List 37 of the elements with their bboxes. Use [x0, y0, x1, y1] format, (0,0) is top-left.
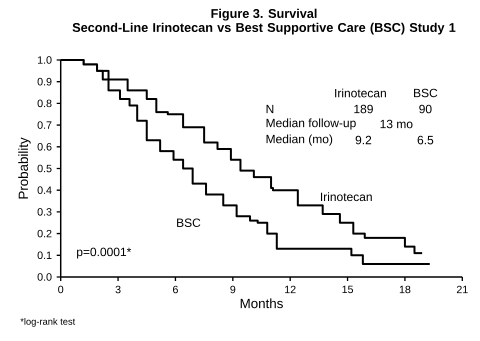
x-tick-label: 0: [58, 286, 64, 294]
text: *log-rank test: [20, 318, 76, 327]
chart-subtitle: Second-Line Irinotecan vs Best Supportive Care (BSC) Study 1: [72, 22, 456, 35]
annotation: N: [266, 104, 274, 114]
annotation: Irinotecan: [335, 88, 386, 98]
annotation: 90: [419, 104, 432, 114]
text: BSC: [177, 218, 200, 227]
annotation: p=0.0001*: [77, 248, 132, 259]
annotation: Median (mo): [266, 134, 332, 146]
x-tick-label: 15: [342, 286, 354, 294]
y-axis-title: Probability: [18, 137, 31, 199]
annotation: 6.5: [418, 136, 434, 144]
y-tick-label: 0.7: [38, 121, 52, 129]
x-axis-title: Months: [240, 298, 283, 308]
series-label: Irinotecan: [320, 192, 372, 202]
annotation: 13 mo: [380, 120, 412, 128]
y-tick-label: 0.6: [38, 143, 52, 151]
y-tick-label: 0.9: [38, 78, 52, 86]
annotation: 189: [354, 104, 373, 114]
annotation: BSC: [414, 88, 438, 98]
y-tick-label: 1.0: [38, 56, 52, 64]
y-tick-label: 0.2: [38, 230, 52, 238]
chart-title: Figure 3. Survival: [211, 8, 316, 21]
y-tick-label: 0.0: [38, 273, 52, 281]
y-tick-label: 0.3: [38, 208, 52, 216]
y-tick-label: 0.5: [38, 164, 52, 172]
y-tick-label: 0.8: [38, 100, 52, 108]
annotation: 9.2: [356, 136, 372, 144]
annotation: Median follow-up: [266, 118, 356, 130]
x-tick-label: 3: [116, 286, 121, 294]
x-tick-label: 6: [173, 286, 178, 294]
y-tick-label: 0.4: [38, 186, 52, 194]
x-tick-label: 9: [230, 286, 236, 294]
x-tick-label: 12: [285, 286, 296, 294]
y-tick-label: 0.1: [38, 252, 52, 260]
x-tick-label: 21: [456, 286, 468, 294]
x-tick-label: 18: [400, 286, 410, 294]
